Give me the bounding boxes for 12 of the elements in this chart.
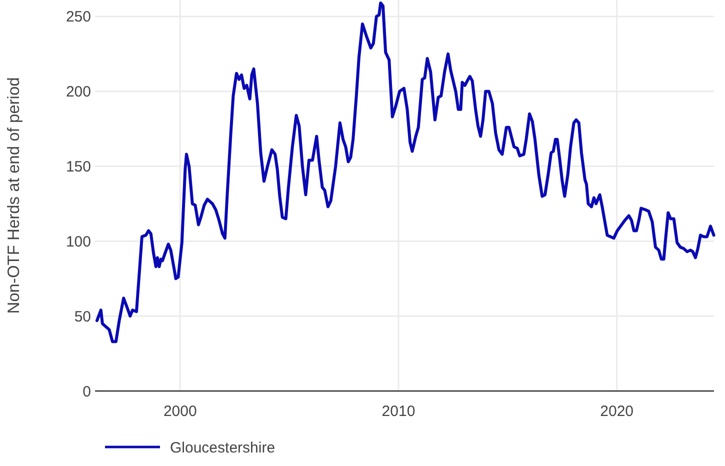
line-series bbox=[95, 1, 716, 344]
y-tick-label: 50 bbox=[74, 308, 91, 326]
x-tick-label: 2010 bbox=[382, 403, 416, 420]
x-tick-label: 2000 bbox=[163, 403, 197, 420]
y-tick-label: 0 bbox=[82, 383, 91, 400]
legend-label: Gloucestershire bbox=[170, 439, 276, 456]
y-axis-title: Non-OTF Herds at end of period bbox=[5, 77, 23, 314]
y-tick-label: 200 bbox=[66, 84, 91, 101]
y-tick-label: 150 bbox=[66, 158, 91, 176]
y-tick-label: 100 bbox=[66, 233, 91, 250]
x-tick-label: 2020 bbox=[600, 403, 634, 420]
y-tick-label: 250 bbox=[66, 8, 91, 26]
